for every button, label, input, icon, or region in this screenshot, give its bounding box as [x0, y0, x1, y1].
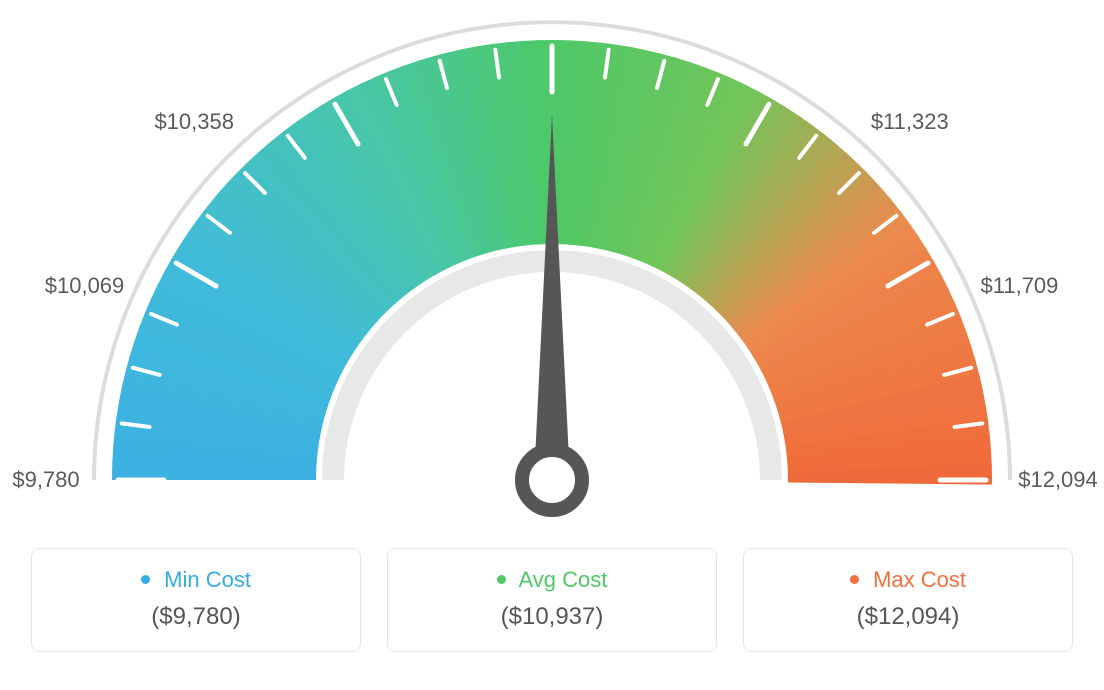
legend-title-avg: Avg Cost [398, 567, 706, 593]
gauge-chart: $9,780$10,069$10,358$10,937$11,323$11,70… [0, 0, 1104, 540]
gauge-scale-label: $11,709 [981, 273, 1059, 299]
legend-value-max: ($12,094) [754, 603, 1062, 631]
legend-value-min: ($9,780) [42, 603, 350, 631]
gauge-scale-label: $11,323 [871, 109, 949, 135]
legend-card-avg: Avg Cost ($10,937) [387, 548, 717, 652]
gauge-scale-label: $10,358 [154, 109, 234, 135]
legend-title-min: Min Cost [42, 567, 350, 593]
dot-icon [850, 575, 859, 584]
legend-title-text: Min Cost [164, 567, 251, 592]
gauge-scale-label: $9,780 [12, 467, 79, 493]
dot-icon [141, 575, 150, 584]
legend-title-text: Avg Cost [519, 567, 608, 592]
legend-value-avg: ($10,937) [398, 603, 706, 631]
gauge-hub [522, 450, 582, 510]
legend-card-min: Min Cost ($9,780) [31, 548, 361, 652]
legend-card-max: Max Cost ($12,094) [743, 548, 1073, 652]
gauge-scale-label: $10,069 [45, 273, 125, 299]
legend-title-max: Max Cost [754, 567, 1062, 593]
dot-icon [497, 575, 506, 584]
gauge-scale-label: $12,094 [1018, 467, 1098, 493]
legend-row: Min Cost ($9,780) Avg Cost ($10,937) Max… [0, 548, 1104, 652]
legend-title-text: Max Cost [873, 567, 966, 592]
gauge-svg [0, 0, 1104, 540]
